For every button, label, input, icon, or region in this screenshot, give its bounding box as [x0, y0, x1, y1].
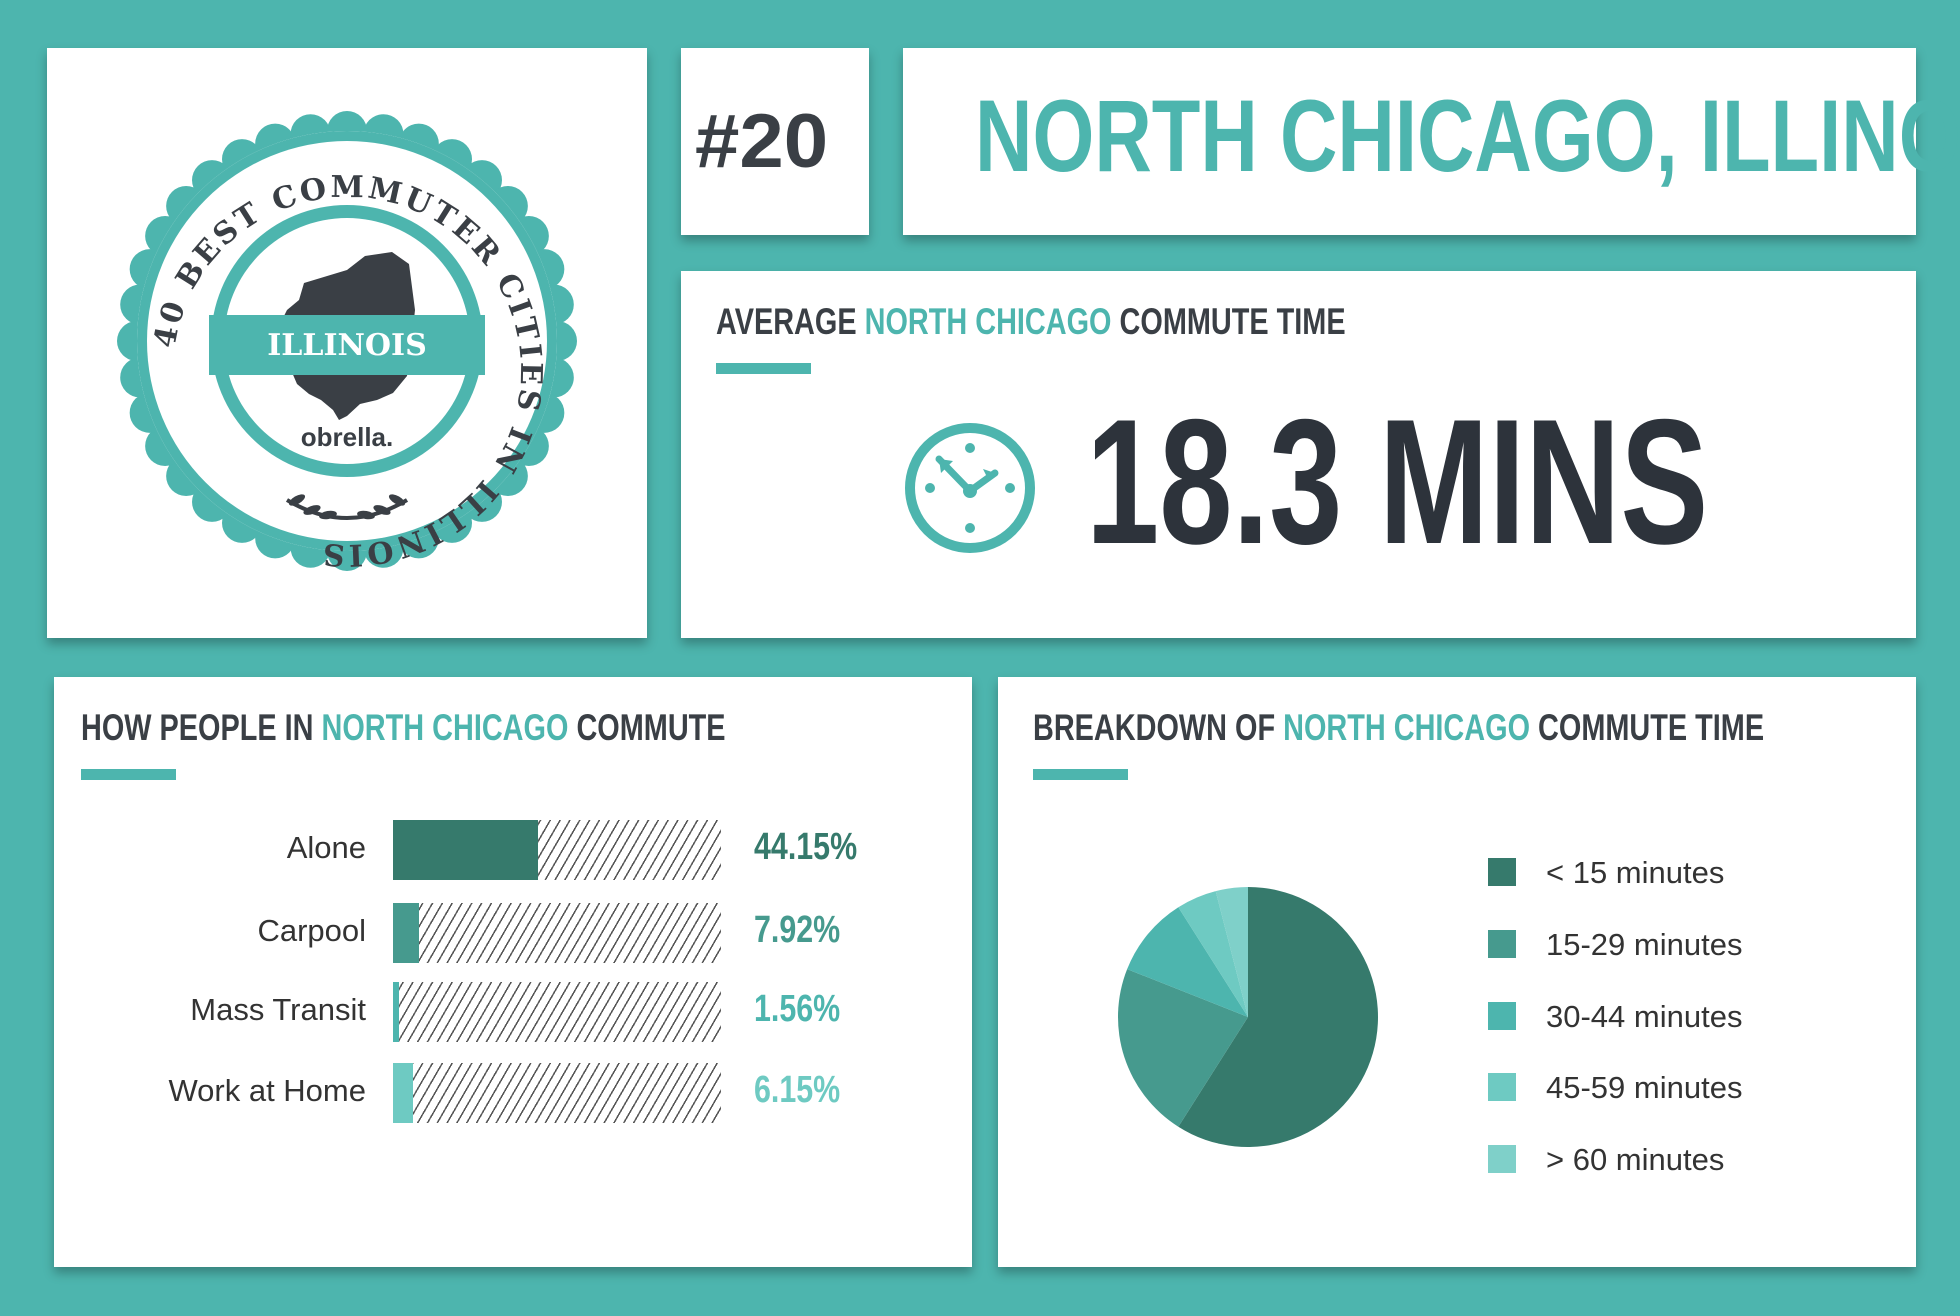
- legend-label: 30-44 minutes: [1546, 999, 1743, 1034]
- rank-number: #20: [695, 99, 829, 184]
- pie-slice: [1118, 969, 1248, 1127]
- bar: [393, 982, 399, 1042]
- how-people-commute-title: HOW PEOPLE IN NORTH CHICAGO COMMUTE: [81, 707, 726, 748]
- bar-track: [393, 1063, 721, 1123]
- seal-banner: [209, 315, 485, 375]
- average-commute-value: 18.3 MINS: [1086, 382, 1709, 581]
- bar-value-label: 6.15%: [754, 1069, 841, 1111]
- badge-card: 40 BEST COMMUTER CITIES IN ILLINOIS ILLI…: [47, 48, 647, 638]
- legend-label: < 15 minutes: [1546, 855, 1725, 890]
- legend-label: > 60 minutes: [1546, 1142, 1725, 1177]
- bar: [393, 820, 538, 880]
- seal-brand: obrella.: [301, 422, 393, 452]
- legend-swatch: [1488, 858, 1516, 886]
- title-underline: [716, 363, 811, 374]
- badge-seal: 40 BEST COMMUTER CITIES IN ILLINOIS ILLI…: [117, 111, 577, 572]
- legend-label: 15-29 minutes: [1546, 927, 1743, 962]
- bar-label: Work at Home: [168, 1073, 366, 1108]
- bar-label: Mass Transit: [190, 992, 366, 1027]
- bar-track: [393, 982, 721, 1042]
- bar-track: [393, 820, 721, 880]
- commute-time-breakdown-title: BREAKDOWN OF NORTH CHICAGO COMMUTE TIME: [1033, 707, 1765, 748]
- seal-state-label: ILLINOIS: [267, 328, 427, 363]
- bar-track: [393, 903, 721, 963]
- legend-swatch: [1488, 1002, 1516, 1030]
- city-name: NORTH CHICAGO, ILLINOIS: [975, 79, 1960, 193]
- pie-slice: [1127, 907, 1248, 1017]
- bar-value-label: 44.15%: [754, 826, 858, 868]
- pie-slice: [1215, 887, 1248, 1017]
- city-card: NORTH CHICAGO, ILLINOIS: [903, 48, 1960, 235]
- how-people-commute-card: HOW PEOPLE IN NORTH CHICAGO COMMUTE Alon…: [54, 677, 972, 1267]
- bar-label: Alone: [286, 830, 366, 865]
- pie-slice: [1178, 887, 1378, 1147]
- pie-slice: [1178, 891, 1248, 1017]
- bar-value-label: 7.92%: [754, 909, 841, 951]
- commute-time-breakdown-card: BREAKDOWN OF NORTH CHICAGO COMMUTE TIME …: [998, 677, 1916, 1267]
- average-commute-title: AVERAGE NORTH CHICAGO COMMUTE TIME: [716, 301, 1346, 342]
- laurel-icon: [285, 494, 409, 520]
- legend-label: 45-59 minutes: [1546, 1070, 1743, 1105]
- legend-swatch: [1488, 930, 1516, 958]
- bar-value-label: 1.56%: [754, 988, 841, 1030]
- title-underline: [1033, 769, 1128, 780]
- bar-label: Carpool: [257, 913, 366, 948]
- average-commute-card: AVERAGE NORTH CHICAGO COMMUTE TIME 18.3 …: [681, 271, 1916, 638]
- commute-time-pie-chart: [1118, 887, 1378, 1147]
- legend-swatch: [1488, 1073, 1516, 1101]
- clock-icon: [905, 423, 1035, 553]
- bar: [393, 1063, 414, 1123]
- legend-swatch: [1488, 1145, 1516, 1173]
- bar: [393, 903, 419, 963]
- title-underline: [81, 769, 176, 780]
- rank-card: #20: [681, 48, 869, 235]
